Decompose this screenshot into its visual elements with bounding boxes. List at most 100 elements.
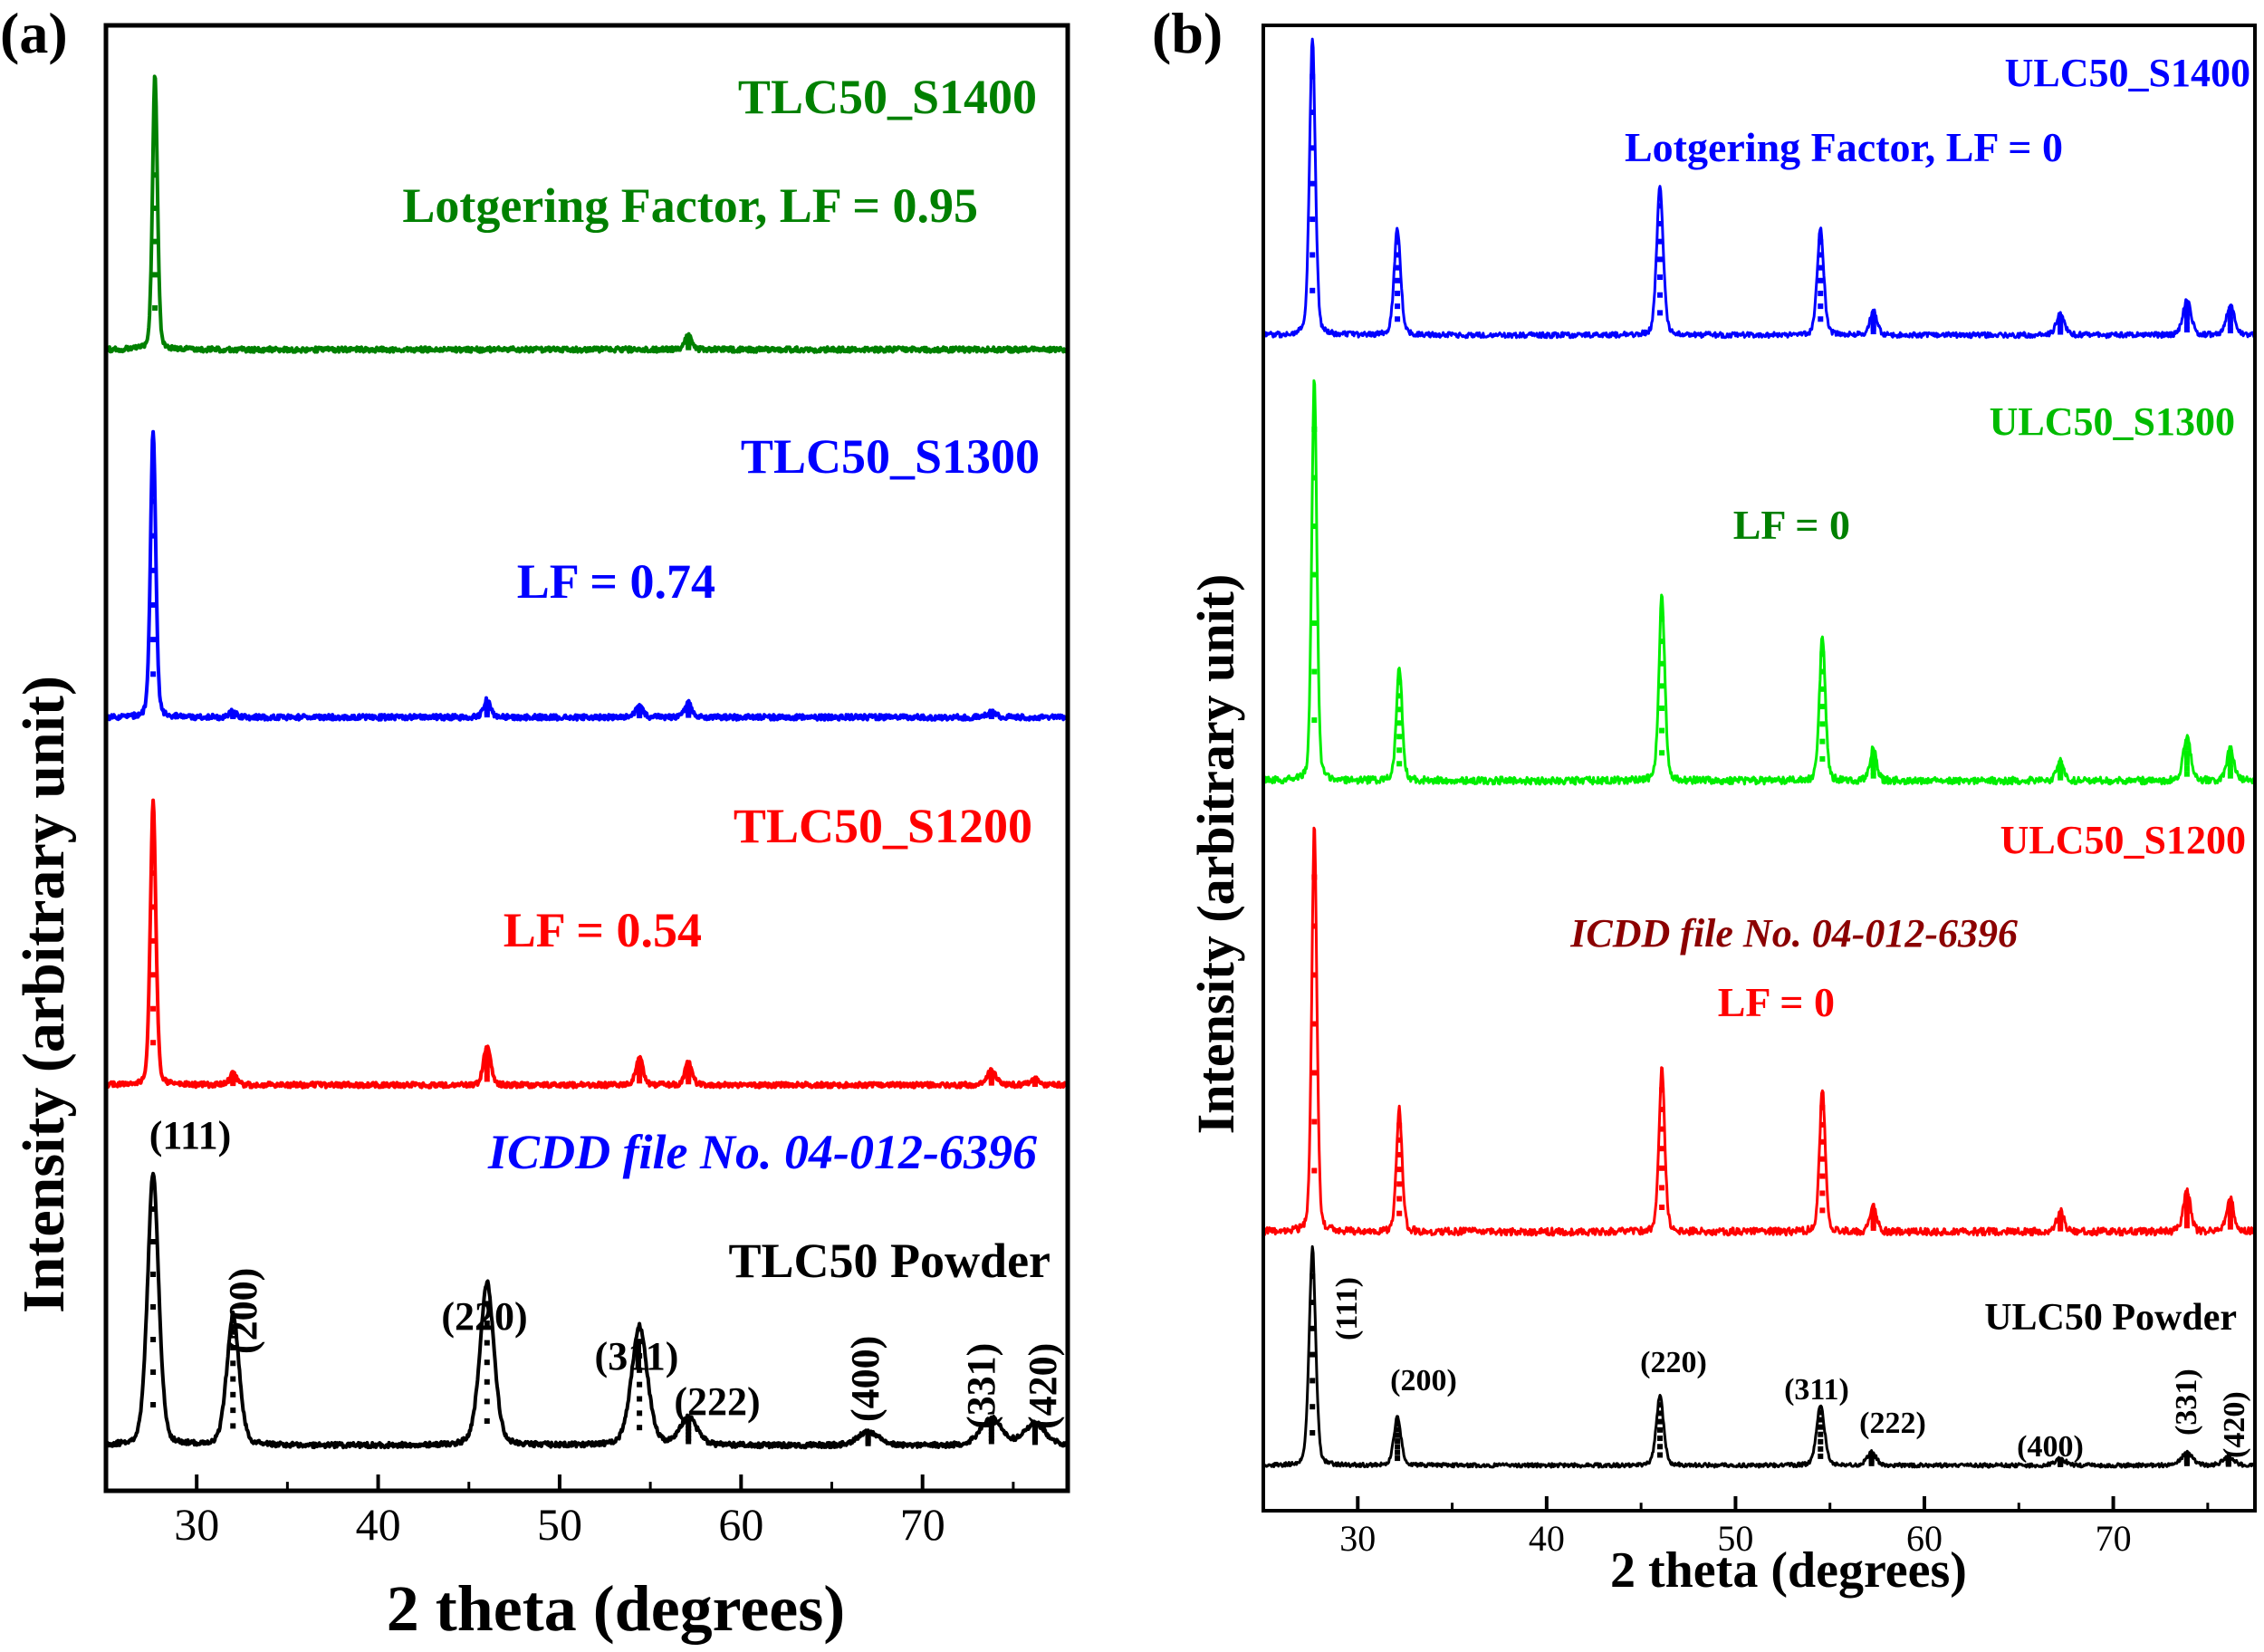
series-name-ulc50-s1300: ULC50_S1300 — [1990, 399, 2235, 444]
panel-b: (b) Intensity (arbitrary unit) 2 theta (… — [1152, 1, 2257, 1599]
peak-marker-ulc50-s1300-2 — [1659, 616, 1665, 756]
peak-label-b-220: (220) — [1640, 1346, 1707, 1379]
annotation-lf-ulc50-s1300: LF = 0 — [1733, 502, 1850, 548]
peak-marker-tlc50-powder-2 — [484, 1301, 490, 1424]
peak-marker-tlc50-s1200-4 — [686, 1062, 692, 1085]
annotation-lf-s1200: LF = 0.54 — [504, 903, 702, 957]
panel-a-x-ticks: 30 40 50 60 70 — [104, 1474, 1015, 1550]
peak-marker-ulc50-s1400-4 — [1870, 312, 1876, 335]
series-line-ulc50-s1200 — [1262, 826, 2256, 1237]
panel-b-label: (b) — [1152, 1, 1223, 65]
peak-marker-tlc50-powder-7 — [1031, 1424, 1038, 1446]
peak-marker-ulc50-powder-4 — [1868, 1451, 1875, 1466]
peak-marker-ulc50-powder-6 — [2183, 1451, 2190, 1466]
series-line-tlc50-s1300 — [104, 429, 1069, 722]
panel-a-series — [104, 74, 1070, 1450]
x-tick-label-30: 30 — [174, 1499, 219, 1550]
peak-marker-ulc50-s1300-6 — [2183, 739, 2190, 777]
x-tick-label-40: 40 — [356, 1499, 401, 1550]
series-name-tlc50-s1400: TLC50_S1400 — [738, 70, 1037, 124]
series-name-ulc50-s1200: ULC50_S1200 — [2000, 818, 2246, 862]
peak-marker-tlc50-s1300-3 — [637, 704, 643, 719]
x-tick-label-50: 50 — [1717, 1518, 1753, 1559]
series-name-ulc50-s1400: ULC50_S1400 — [2005, 51, 2250, 95]
peak-marker-ulc50-s1400-1 — [1395, 239, 1401, 322]
annotation-lf-ulc50-s1400: Lotgering Factor, LF = 0 — [1625, 124, 2063, 170]
peak-marker-ulc50-s1400-3 — [1818, 239, 1824, 322]
peak-marker-tlc50-s1300-4 — [686, 702, 692, 718]
peak-marker-tlc50-s1400-0 — [152, 105, 158, 312]
peak-marker-ulc50-s1400-5 — [2058, 314, 2064, 335]
peak-marker-ulc50-powder-2 — [1657, 1402, 1663, 1458]
series-line-tlc50-s1400 — [104, 74, 1070, 354]
peak-marker-ulc50-s1400-7 — [2227, 306, 2233, 334]
peak-marker-tlc50-powder-1 — [230, 1329, 236, 1429]
peak-label-b-222: (222) — [1859, 1407, 1926, 1440]
peak-label-200: (200) — [221, 1268, 265, 1354]
peak-marker-ulc50-s1400-2 — [1657, 203, 1663, 316]
peak-marker-tlc50-powder-6 — [988, 1418, 994, 1445]
peak-marker-ulc50-powder-5 — [2058, 1456, 2064, 1467]
peak-label-222: (222) — [674, 1379, 760, 1424]
peak-marker-ulc50-powder-7 — [2225, 1455, 2231, 1467]
x-tick-label-70: 70 — [2096, 1518, 2132, 1559]
peak-marker-ulc50-powder-1 — [1395, 1421, 1401, 1462]
panel-b-frame — [1262, 24, 2257, 1513]
peak-marker-ulc50-s1200-7 — [2227, 1200, 2233, 1230]
peak-marker-tlc50-s1300-0 — [150, 464, 157, 677]
series-line-ulc50-s1300 — [1262, 379, 2257, 786]
peak-marker-tlc50-s1200-3 — [637, 1057, 643, 1084]
x-tick-label-70: 70 — [900, 1499, 945, 1550]
series-line-tlc50-s1200 — [104, 798, 1070, 1090]
peak-marker-tlc50-s1300-5 — [988, 709, 994, 720]
panel-a-frame — [103, 23, 1070, 1494]
peak-marker-tlc50-s1300-2 — [484, 699, 490, 718]
peak-marker-tlc50-s1200-2 — [484, 1047, 490, 1082]
peak-label-311: (311) — [595, 1334, 679, 1378]
peak-marker-ulc50-s1200-4 — [1870, 1207, 1876, 1231]
peak-marker-ulc50-s1400-0 — [1309, 73, 1316, 293]
peak-marker-tlc50-powder-0 — [150, 1206, 157, 1407]
x-tick-label-40: 40 — [1529, 1518, 1565, 1559]
peak-label-b-200: (200) — [1390, 1364, 1457, 1397]
peak-marker-ulc50-s1300-1 — [1396, 679, 1403, 767]
panel-a-ylabel: Intensity (arbitrary unit) — [11, 676, 77, 1313]
peak-marker-ulc50-s1200-2 — [1659, 1087, 1665, 1210]
peak-marker-tlc50-powder-4 — [686, 1418, 692, 1445]
peak-marker-ulc50-s1200-6 — [2183, 1193, 2190, 1229]
icdd-annotation-b: ICDD file No. 04-012-6396 — [1569, 911, 2018, 956]
peak-label-b-400: (400) — [2017, 1430, 2084, 1464]
peak-marker-ulc50-s1200-1 — [1396, 1122, 1403, 1216]
panel-b-xlabel: 2 theta (degrees) — [1610, 1542, 1967, 1599]
series-line-ulc50-s1400 — [1262, 37, 2256, 340]
peak-marker-ulc50-s1300-3 — [1819, 651, 1826, 762]
x-tick-label-60: 60 — [718, 1499, 763, 1550]
peak-marker-ulc50-s1300-4 — [1870, 749, 1876, 779]
peak-label-b-111: (111) — [1330, 1277, 1364, 1340]
peak-marker-tlc50-s1400-1 — [686, 334, 692, 351]
peak-label-331: (331) — [959, 1343, 1003, 1429]
peak-marker-ulc50-s1300-7 — [2227, 749, 2233, 779]
peak-marker-ulc50-s1200-5 — [2058, 1211, 2064, 1232]
panel-b-ylabel: Intensity (arbitrary unit) — [1186, 574, 1245, 1135]
series-name-tlc50-s1300: TLC50_S1300 — [741, 429, 1040, 484]
peak-marker-ulc50-s1200-0 — [1311, 874, 1318, 1174]
panel-b-series — [1262, 37, 2257, 1469]
peak-marker-tlc50-powder-3 — [637, 1339, 643, 1431]
panel-b-x-ticks: 30 40 50 60 70 — [1262, 1496, 2210, 1559]
icdd-annotation-a: ICDD file No. 04-012-6396 — [487, 1125, 1037, 1179]
annotation-lf-s1400: Lotgering Factor, LF = 0.95 — [402, 178, 978, 233]
peak-marker-tlc50-s1300-1 — [230, 709, 236, 720]
peak-label-b-331: (331) — [2170, 1369, 2203, 1436]
peak-label-220: (220) — [441, 1294, 527, 1339]
peak-marker-ulc50-s1400-6 — [2183, 301, 2190, 333]
peak-marker-tlc50-s1200-0 — [150, 836, 157, 1046]
series-name-ulc50-powder: ULC50 Powder — [1984, 1297, 2237, 1339]
series-line-ulc50-powder — [1262, 1244, 2257, 1469]
x-tick-label-60: 60 — [1906, 1518, 1943, 1559]
peak-marker-tlc50-s1200-1 — [230, 1072, 236, 1087]
x-tick-label-50: 50 — [537, 1499, 582, 1550]
panel-a: (a) Intensity (arbitrary unit) 2 theta (… — [0, 1, 1070, 1645]
peak-label-420: (420) — [1021, 1343, 1065, 1429]
